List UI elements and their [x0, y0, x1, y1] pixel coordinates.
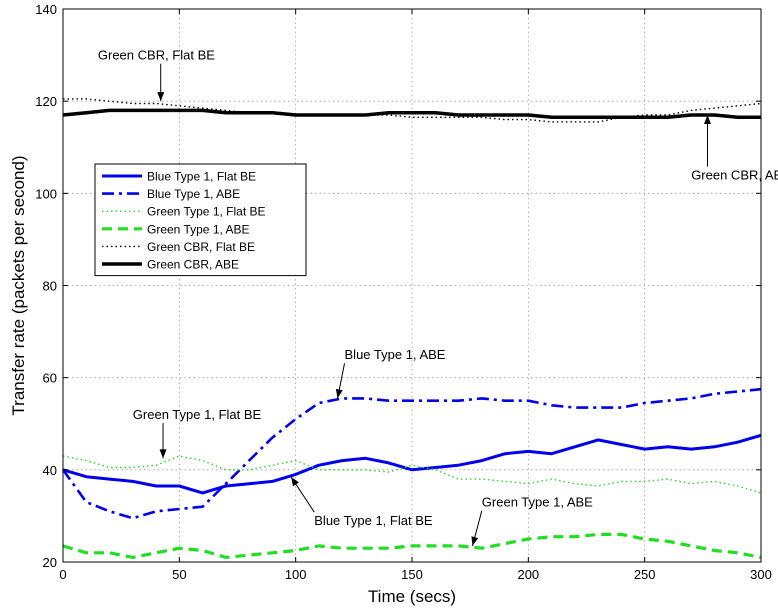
- y-tick-label: 100: [35, 186, 57, 201]
- series-line-2: [61, 387, 762, 520]
- x-tick-label: 0: [59, 567, 66, 582]
- y-tick-label: 20: [43, 555, 57, 570]
- x-axis-label: Time (secs): [368, 587, 456, 606]
- y-tick-label: 40: [43, 463, 57, 478]
- annotation-label: Green CBR, Flat BE: [98, 48, 215, 63]
- series-line-4: [62, 532, 762, 560]
- legend-box: [94, 163, 307, 277]
- axis-ticks: 0 50 100 150 200 250 300 20 40 60 80 100 120 140: [35, 2, 772, 582]
- legend-entry: Green CBR, Flat BE: [147, 240, 255, 254]
- annotation-label: Green CBR, ABE: [691, 168, 778, 183]
- annotation-label: Blue Type 1, Flat BE: [314, 513, 433, 528]
- legend-entry: Green CBR, ABE: [147, 258, 239, 272]
- x-tick-label: 250: [634, 567, 656, 582]
- annotation-arrowhead: [335, 388, 343, 399]
- series-line-6: [62, 108, 761, 120]
- annotation-label: Green Type 1, Flat BE: [133, 407, 262, 422]
- legend-entry: Green Type 1, ABE: [147, 222, 250, 236]
- annotation-arrowhead: [157, 92, 165, 102]
- annotation-arrowhead: [291, 476, 299, 487]
- annotation-arrowhead: [471, 536, 479, 546]
- legend-entry: Green Type 1, Flat BE: [147, 205, 266, 219]
- x-tick-label: 150: [401, 567, 423, 582]
- annotation-arrowhead: [159, 449, 167, 459]
- x-tick-label: 50: [172, 567, 186, 582]
- annotation-arrowhead: [703, 114, 711, 124]
- legend: Blue Type 1, Flat BE Blue Type 1, ABE Gree…: [94, 163, 307, 277]
- grid-lines: [63, 9, 761, 562]
- annotation-label: Blue Type 1, ABE: [345, 347, 446, 362]
- series-line-1: [62, 433, 762, 495]
- y-axis-label: Transfer rate (packets per second): [9, 155, 28, 415]
- annotation-label: Green Type 1, ABE: [482, 495, 593, 510]
- legend-entry: Blue Type 1, Flat BE: [147, 170, 256, 184]
- legend-entry: Blue Type 1, ABE: [147, 187, 240, 201]
- y-tick-label: 60: [43, 371, 57, 386]
- y-tick-label: 80: [43, 279, 57, 294]
- x-tick-label: 300: [750, 567, 772, 582]
- x-tick-label: 100: [285, 567, 307, 582]
- x-tick-label: 200: [517, 567, 539, 582]
- series-line-3: [62, 455, 762, 494]
- annotations: Green CBR, Flat BE Green CBR, ABE Blue Typ…: [98, 48, 778, 546]
- series-lines: [61, 98, 762, 560]
- y-tick-label: 120: [35, 94, 57, 109]
- y-tick-label: 140: [35, 2, 57, 17]
